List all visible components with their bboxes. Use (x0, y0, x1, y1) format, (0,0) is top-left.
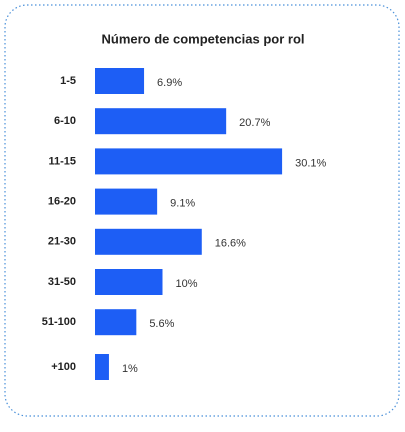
value-label: 16.6% (215, 238, 246, 250)
value-label: 6.9% (157, 77, 182, 89)
bar (95, 269, 163, 295)
category-label: 16-20 (48, 196, 76, 208)
value-label: 30.1% (295, 157, 326, 169)
value-label: 10% (176, 278, 198, 290)
category-label: 1-5 (60, 75, 76, 87)
bar (95, 148, 283, 175)
bar (95, 309, 137, 336)
value-label: 1% (122, 363, 138, 375)
category-label: 31-50 (48, 276, 76, 288)
category-label: 51-100 (42, 316, 76, 328)
category-label: 21-30 (48, 236, 76, 248)
value-label: 5.6% (149, 318, 174, 330)
value-label: 9.1% (170, 198, 195, 210)
card (4, 4, 400, 417)
value-label: 20.7% (239, 117, 270, 129)
bar (95, 108, 227, 135)
category-label: +100 (51, 361, 76, 373)
category-label: 11-15 (48, 155, 76, 167)
bar (95, 228, 202, 255)
bar (95, 188, 158, 215)
bar (95, 354, 109, 380)
bar (95, 68, 145, 94)
category-label: 6-10 (54, 115, 76, 127)
chart-title: Número de competencias por rol (102, 31, 305, 46)
